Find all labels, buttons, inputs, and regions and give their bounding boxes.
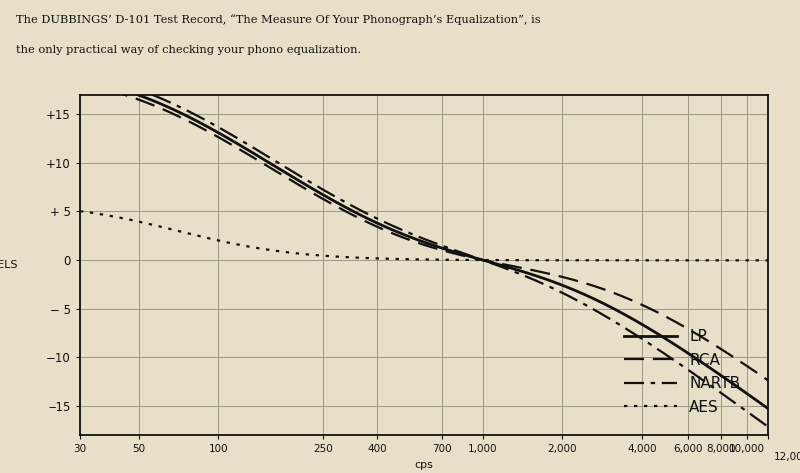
Line: NARTB: NARTB [80,73,768,427]
X-axis label: cps: cps [414,460,434,470]
AES [474,257,484,263]
AES [514,257,523,263]
NARTB [597,311,606,317]
Text: The DUBBINGS’ D-101 Test Record, “The Measure Of Your Phonograph’s Equalization”: The DUBBINGS’ D-101 Test Record, “The Me… [16,14,541,25]
Line: AES: AES [80,211,768,260]
Legend: LP, RCA, NARTB, AES: LP, RCA, NARTB, AES [618,323,746,420]
RCA [474,256,484,262]
Line: LP: LP [80,79,768,409]
AES [118,215,127,221]
NARTB [474,256,484,262]
RCA [597,286,606,291]
NARTB [75,70,85,76]
AES [75,208,85,214]
NARTB [668,356,678,362]
AES [493,257,502,263]
RCA [493,260,502,266]
LP [668,340,678,346]
AES [597,257,606,263]
LP [474,256,484,262]
LP [514,267,523,273]
Text: 12,000: 12,000 [774,452,800,462]
AES [763,257,773,263]
Line: RCA: RCA [80,84,768,380]
NARTB [493,263,502,268]
RCA [75,81,85,87]
LP [763,406,773,412]
LP [118,87,127,92]
RCA [118,91,127,97]
Text: the only practical way of checking your phono equalization.: the only practical way of checking your … [16,45,362,55]
RCA [763,377,773,383]
NARTB [514,271,523,276]
LP [597,300,606,306]
NARTB [763,424,773,429]
RCA [668,317,678,323]
Y-axis label: DECIBELS: DECIBELS [0,260,18,270]
NARTB [118,81,127,87]
RCA [514,264,523,270]
AES [668,257,678,263]
LP [493,262,502,267]
LP [75,76,85,82]
